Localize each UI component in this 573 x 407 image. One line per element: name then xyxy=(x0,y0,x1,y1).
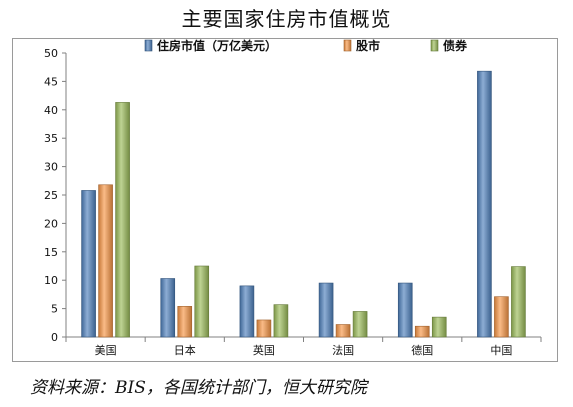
x-tick-label: 中国 xyxy=(490,344,512,357)
x-tick-label: 美国 xyxy=(95,344,117,357)
legend-label: 住房市值（万亿美元） xyxy=(157,38,277,53)
y-tick-label: 0 xyxy=(51,331,58,344)
legend-label: 债券 xyxy=(443,38,468,53)
y-tick-label: 15 xyxy=(44,246,58,259)
y-tick-label: 40 xyxy=(44,104,58,117)
bar xyxy=(414,325,430,338)
bar xyxy=(115,102,130,338)
bar xyxy=(397,282,413,338)
bar xyxy=(431,316,447,338)
y-tick-label: 30 xyxy=(44,161,58,174)
bar xyxy=(160,278,176,338)
bar xyxy=(81,190,96,338)
bar xyxy=(256,319,272,338)
y-tick-label: 10 xyxy=(44,274,58,287)
source-note: 资料来源：BIS，各国统计部门，恒大研究院 xyxy=(30,378,367,398)
chart-title: 主要国家住房市值概览 xyxy=(181,7,392,31)
bar xyxy=(477,70,492,338)
bar xyxy=(318,282,334,338)
x-tick-label: 英国 xyxy=(253,343,275,357)
bar xyxy=(239,285,255,338)
y-tick-label: 25 xyxy=(44,189,58,202)
x-tick-label: 法国 xyxy=(332,343,354,357)
y-tick-label: 50 xyxy=(44,47,58,60)
legend-swatch xyxy=(144,39,153,52)
bar xyxy=(194,265,210,338)
legend-label: 股市 xyxy=(356,38,380,53)
y-tick-label: 20 xyxy=(44,217,58,230)
legend-swatch xyxy=(430,39,439,52)
x-tick-label: 日本 xyxy=(174,343,196,357)
legend-swatch xyxy=(343,39,352,52)
x-tick-label: 德国 xyxy=(411,343,433,357)
bar xyxy=(511,266,526,338)
y-tick-label: 5 xyxy=(51,303,58,316)
bar xyxy=(98,184,113,338)
bar xyxy=(273,304,289,338)
bar xyxy=(352,311,368,338)
bar xyxy=(494,296,509,338)
bar xyxy=(335,324,351,338)
y-tick-label: 35 xyxy=(44,132,58,145)
y-tick-label: 45 xyxy=(44,75,58,88)
chart-frame xyxy=(12,38,558,362)
bar xyxy=(177,306,193,338)
